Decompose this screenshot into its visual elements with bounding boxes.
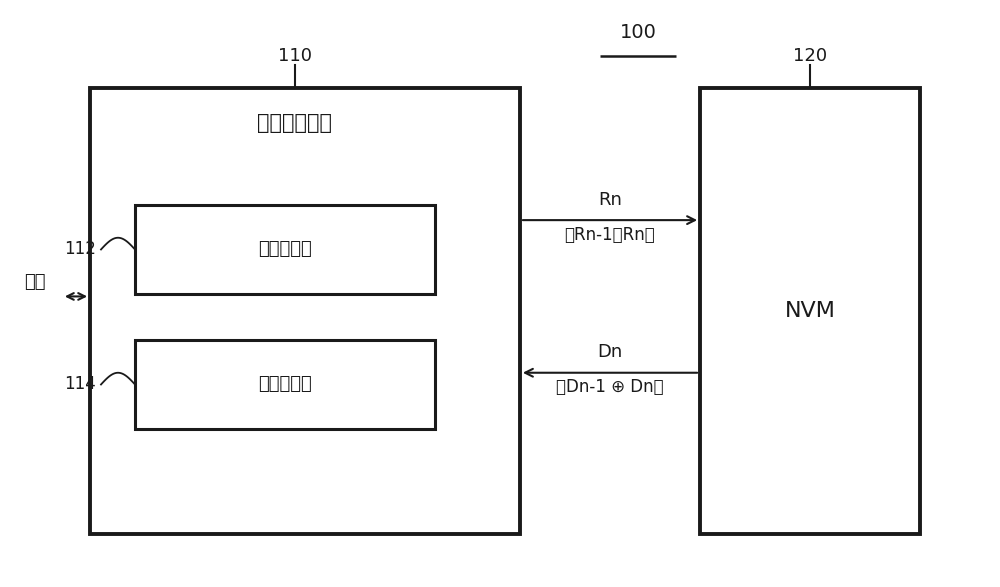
Text: 存储器控制器: 存储器控制器 [258,113,332,133]
Text: 120: 120 [793,47,827,65]
Text: 比特计数器: 比特计数器 [258,241,312,258]
Text: （Rn-1，Rn）: （Rn-1，Rn） [565,226,655,244]
Text: Rn: Rn [598,191,622,208]
Text: （Dn-1 ⊕ Dn）: （Dn-1 ⊕ Dn） [556,379,664,396]
Bar [135,205,435,294]
Text: 100: 100 [620,23,656,42]
Text: NVM: NVM [785,301,835,321]
Text: 112: 112 [64,241,96,258]
Text: 110: 110 [278,47,312,65]
Bar [700,88,920,534]
Text: Dn: Dn [597,343,623,361]
Bar [90,88,520,534]
Bar [135,340,435,429]
Text: 114: 114 [64,376,96,393]
Text: 主机: 主机 [24,272,46,291]
Text: 回归分析器: 回归分析器 [258,376,312,393]
